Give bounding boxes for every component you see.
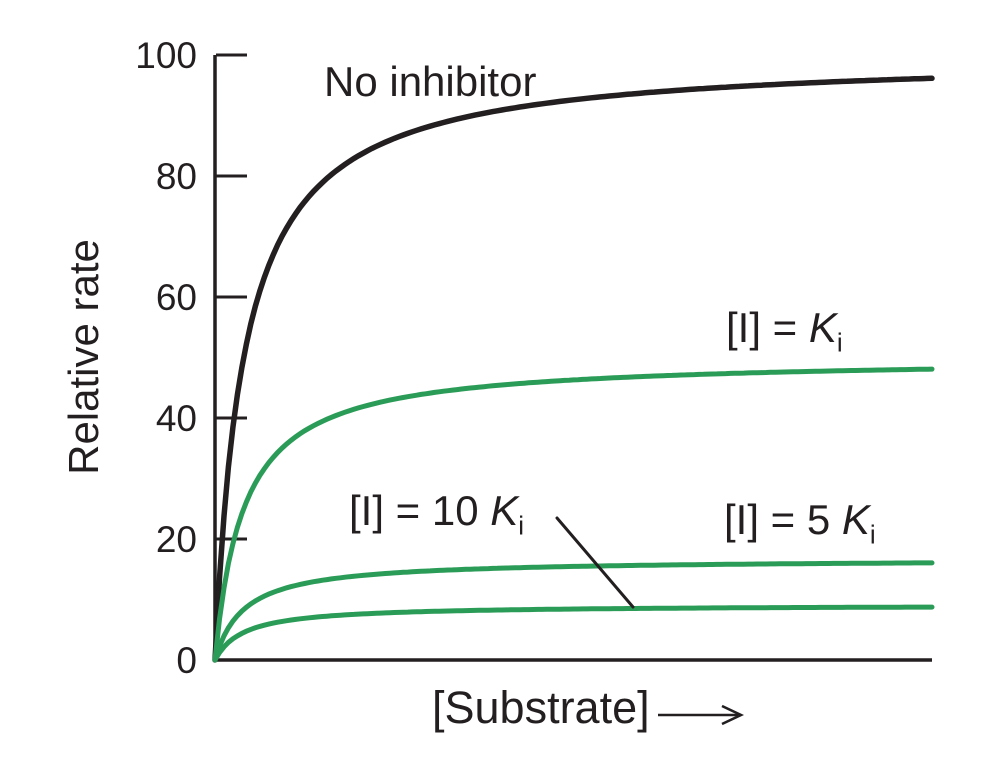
- curve-label-5ki: [I] = 5 Ki: [724, 496, 876, 550]
- right-arrow-icon: [658, 704, 744, 726]
- annotation-pointer-line: [555, 516, 635, 609]
- curve-label-5ki-subscript: i: [869, 519, 876, 550]
- right-arrow-head: [721, 704, 744, 726]
- curve-label-10ki-symbol: K: [490, 487, 519, 534]
- y-axis-title: Relative rate: [60, 239, 107, 475]
- x-axis-title: [Substrate]: [432, 682, 650, 734]
- curve-no-inhibitor: [212, 75, 935, 663]
- curve-label-5ki-symbol: K: [841, 496, 870, 543]
- x-axis-title-text: [Substrate]: [432, 682, 650, 733]
- curve-i-5-ki: [212, 560, 935, 663]
- y-tick-label: 20: [155, 518, 197, 560]
- curve-label-ki-symbol: K: [808, 304, 837, 351]
- curve-label-ki: [I] = Ki: [726, 304, 843, 358]
- curve-label-10ki-subscript: i: [518, 510, 525, 541]
- curve-label-5ki-prefix: [I] = 5: [724, 496, 842, 543]
- curve-i-10-ki: [212, 604, 935, 663]
- y-tick-label: 40: [155, 397, 197, 439]
- y-tick-label: 0: [176, 639, 197, 681]
- curve-label-10ki-prefix: [I] = 10: [349, 487, 491, 534]
- curve-label-10ki: [I] = 10 Ki: [349, 487, 524, 541]
- curve-label-no-inhibitor: No inhibitor: [324, 58, 536, 106]
- curve-label-ki-subscript: i: [836, 327, 843, 358]
- curve-label-ki-prefix: [I] =: [726, 304, 809, 351]
- curve-i-ki: [212, 366, 935, 663]
- y-tick-label: 80: [155, 155, 197, 197]
- curve-label-no-inhibitor-text: No inhibitor: [324, 58, 537, 105]
- y-tick-label: 60: [155, 276, 197, 318]
- y-tick-label: 100: [135, 34, 197, 76]
